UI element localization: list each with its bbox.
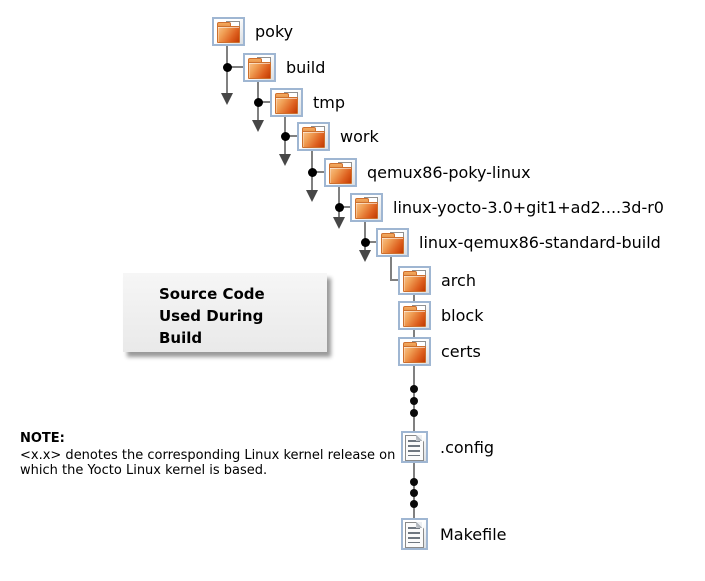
note-block: NOTE: <x.x> denotes the corresponding Li… bbox=[20, 431, 410, 478]
note-body-line: which the Yocto Linux kernel is based. bbox=[20, 463, 268, 478]
tree-node-label: arch bbox=[441, 271, 476, 290]
connector-line bbox=[312, 171, 324, 173]
callout-line: Source Code bbox=[159, 285, 265, 303]
folder-icon bbox=[212, 17, 245, 46]
junction-dot bbox=[335, 203, 344, 212]
folder-icon bbox=[324, 158, 357, 187]
note-heading: NOTE: bbox=[20, 431, 65, 446]
folder-icon bbox=[398, 301, 431, 330]
folder-icon bbox=[376, 228, 409, 257]
down-arrow-icon bbox=[221, 93, 233, 105]
tree-node-label: qemux86-poky-linux bbox=[367, 163, 531, 182]
tree-node-block: block bbox=[398, 301, 483, 330]
tree-node-label: block bbox=[441, 306, 484, 325]
down-arrow-icon bbox=[279, 154, 291, 166]
junction-dot bbox=[308, 168, 317, 177]
connector-line bbox=[413, 295, 415, 301]
callout-line: Build bbox=[159, 329, 203, 347]
connector-line bbox=[285, 135, 297, 137]
tree-node-qemux86-poky-linux: qemux86-poky-linux bbox=[324, 158, 531, 187]
tree-node-makefile: Makefile bbox=[401, 518, 507, 550]
connector-line bbox=[227, 66, 243, 68]
ellipsis-dot bbox=[410, 397, 418, 405]
tree-node-tmp: tmp bbox=[270, 88, 345, 117]
connector-line bbox=[364, 222, 366, 252]
folder-icon bbox=[297, 122, 330, 151]
junction-dot bbox=[361, 238, 370, 247]
ellipsis-dot bbox=[410, 385, 418, 393]
tree-node-certs: certs bbox=[398, 337, 481, 366]
down-arrow-icon bbox=[359, 250, 371, 262]
tree-node-work: work bbox=[297, 122, 379, 151]
tree-node-label: build bbox=[286, 58, 326, 77]
tree-node-label: certs bbox=[441, 342, 481, 361]
connector-line bbox=[258, 101, 270, 103]
tree-node-linux-qemux86-standard-build: linux-qemux86-standard-build bbox=[376, 228, 661, 257]
file-icon bbox=[401, 518, 428, 550]
callout-line: Used During bbox=[159, 307, 264, 325]
tree-node-config: .config bbox=[401, 431, 494, 463]
folder-icon bbox=[270, 88, 303, 117]
note-body-line: <x.x> denotes the corresponding Linux ke… bbox=[20, 448, 396, 463]
connector-line bbox=[390, 279, 399, 281]
down-arrow-icon bbox=[333, 217, 345, 229]
tree-node-label: .config bbox=[440, 437, 495, 457]
junction-dot bbox=[281, 132, 290, 141]
ellipsis-dot bbox=[410, 478, 418, 486]
down-arrow-icon bbox=[252, 120, 264, 132]
file-icon bbox=[401, 431, 428, 463]
ellipsis-dot bbox=[410, 489, 418, 497]
tree-node-label: tmp bbox=[313, 93, 346, 112]
folder-icon bbox=[398, 266, 431, 295]
tree-node-label: linux-yocto-3.0+git1+ad2....3d-r0 bbox=[393, 198, 664, 217]
folder-icon bbox=[398, 337, 431, 366]
connector-line bbox=[365, 241, 376, 243]
tree-node-label: linux-qemux86-standard-build bbox=[419, 233, 661, 252]
tree-node-arch: arch bbox=[398, 266, 476, 295]
tree-node-label: poky bbox=[255, 22, 294, 41]
tree-node-label: Makefile bbox=[440, 524, 507, 544]
junction-dot bbox=[254, 98, 263, 107]
junction-dot bbox=[223, 63, 232, 72]
down-arrow-icon bbox=[306, 190, 318, 202]
ellipsis-dot bbox=[410, 409, 418, 417]
folder-icon bbox=[243, 53, 276, 82]
connector-line bbox=[339, 206, 350, 208]
folder-icon bbox=[350, 193, 383, 222]
ellipsis-dot bbox=[410, 500, 418, 508]
callout-source-code-used-during-build: Source Code Used During Build bbox=[123, 273, 327, 352]
connector-line bbox=[413, 330, 415, 337]
tree-node-build: build bbox=[243, 53, 325, 82]
tree-node-poky: poky bbox=[212, 17, 293, 46]
connector-line bbox=[390, 257, 392, 281]
tree-node-linux-yocto: linux-yocto-3.0+git1+ad2....3d-r0 bbox=[350, 193, 664, 222]
tree-node-label: work bbox=[340, 127, 379, 146]
